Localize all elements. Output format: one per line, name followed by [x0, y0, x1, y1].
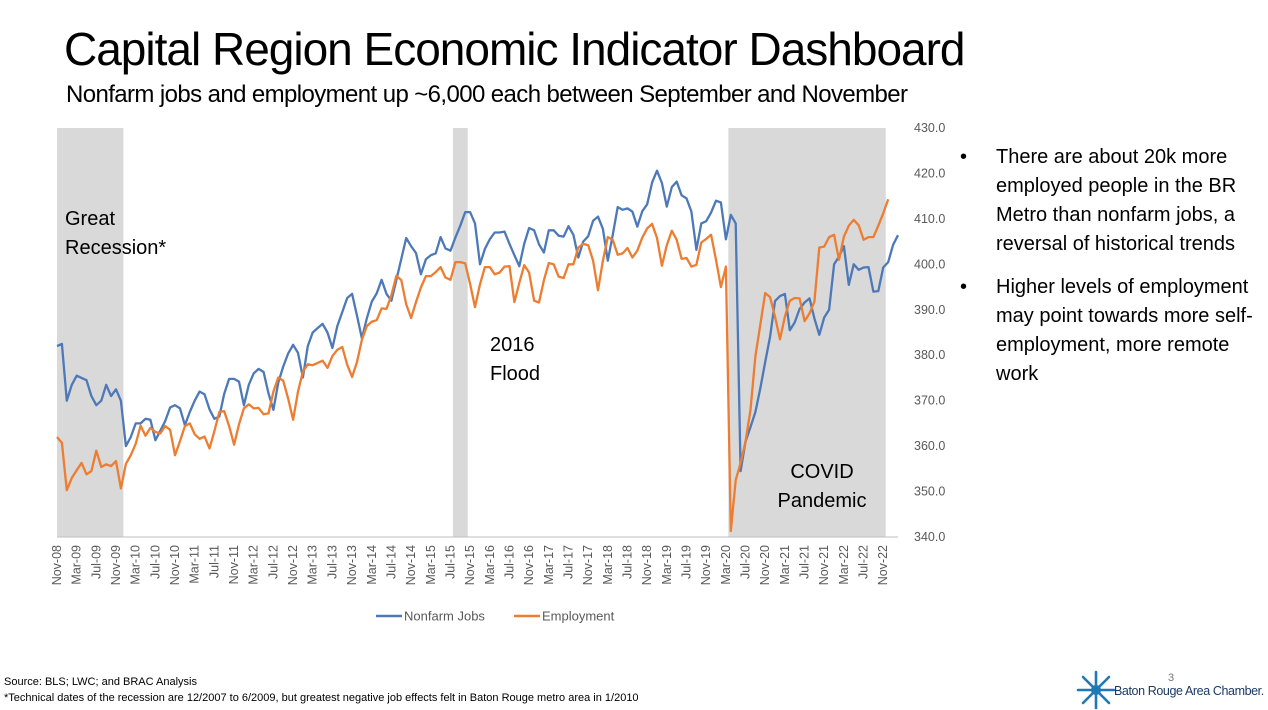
y-tick-label: 430.0: [914, 121, 945, 135]
x-tick-label: Jul-14: [384, 545, 398, 579]
bullet-item: • There are about 20k more employed peop…: [960, 143, 1265, 259]
footnote: *Technical dates of the recession are 12…: [4, 692, 639, 704]
legend-label: Nonfarm Jobs: [404, 609, 485, 624]
x-tick-label: Nov-15: [463, 545, 477, 585]
x-tick-label: Mar-12: [247, 545, 261, 585]
y-tick-label: 380.0: [914, 348, 945, 362]
y-tick-label: 360.0: [914, 439, 945, 453]
x-tick-label: Jul-19: [680, 545, 694, 579]
x-tick-label: Nov-17: [581, 545, 595, 585]
x-tick-label: Jul-18: [621, 545, 635, 579]
y-tick-label: 370.0: [914, 394, 945, 408]
y-tick-label: 350.0: [914, 485, 945, 499]
series-line-employment: [56, 198, 890, 533]
x-tick-label: Jul-16: [502, 545, 516, 579]
shaded-period-0: [57, 128, 124, 537]
y-tick-label: 390.0: [914, 303, 945, 317]
x-tick-label: Mar-19: [660, 545, 674, 585]
brac-logo: Baton Rouge Area Chamber.: [1076, 670, 1266, 710]
legend-label: Employment: [542, 609, 615, 624]
x-tick-label: Jul-22: [857, 545, 871, 579]
x-tick-label: Jul-15: [443, 545, 457, 579]
bullet-icon: •: [960, 276, 968, 298]
x-tick-label: Nov-20: [758, 545, 772, 585]
page-subtitle: Nonfarm jobs and employment up ~6,000 ea…: [66, 81, 908, 108]
x-tick-label: Mar-16: [483, 545, 497, 585]
x-tick-label: Mar-14: [365, 545, 379, 585]
bullet-icon: •: [960, 146, 968, 168]
y-tick-label: 420.0: [914, 166, 945, 180]
x-tick-label: Jul-10: [148, 545, 162, 579]
x-tick-label: Nov-18: [640, 545, 654, 585]
x-tick-label: Nov-14: [404, 545, 418, 585]
page-title: Capital Region Economic Indicator Dashbo…: [64, 23, 966, 75]
x-tick-label: Mar-13: [306, 545, 320, 585]
starburst-logo-icon: [1076, 670, 1116, 710]
x-tick-label: Mar-22: [837, 545, 851, 585]
x-tick-label: Jul-20: [739, 545, 753, 579]
shaded-period-2: [728, 128, 886, 537]
x-tick-label: Nov-08: [50, 545, 64, 585]
x-tick-label: Mar-21: [778, 545, 792, 585]
x-tick-label: Jul-13: [325, 545, 339, 579]
x-tick-label: Mar-09: [70, 545, 84, 585]
bullet-list: • There are about 20k more employed peop…: [960, 143, 1265, 403]
y-tick-label: 400.0: [914, 257, 945, 271]
bullet-text: There are about 20k more employed people…: [996, 146, 1237, 255]
period-label: COVID Pandemic: [778, 461, 867, 512]
x-tick-label: Nov-22: [876, 545, 890, 585]
source-note: Source: BLS; LWC; and BRAC Analysis: [4, 676, 197, 688]
x-tick-label: Mar-18: [601, 545, 615, 585]
x-tick-label: Nov-21: [817, 545, 831, 585]
x-tick-label: Mar-10: [129, 545, 143, 585]
x-tick-label: Jul-17: [561, 545, 575, 579]
y-tick-label: 340.0: [914, 530, 945, 544]
shaded-period-1: [452, 128, 468, 537]
x-tick-label: Jul-09: [89, 545, 103, 579]
logo-text: Baton Rouge Area Chamber.: [1114, 684, 1264, 698]
series-line-nonfarm-jobs: [56, 169, 900, 473]
bullet-item: • Higher levels of employment may point …: [960, 273, 1265, 389]
x-tick-label: Nov-09: [109, 545, 123, 585]
x-tick-label: Jul-21: [798, 545, 812, 579]
x-tick-label: Nov-19: [699, 545, 713, 585]
bullet-text: Higher levels of employment may point to…: [996, 276, 1253, 385]
period-label: 2016 Flood: [490, 334, 540, 385]
x-tick-label: Mar-11: [188, 545, 202, 584]
y-tick-label: 410.0: [914, 212, 945, 226]
x-tick-label: Mar-20: [719, 545, 733, 585]
x-tick-label: Mar-15: [424, 545, 438, 585]
x-tick-label: Jul-12: [266, 545, 280, 579]
x-tick-label: Mar-17: [542, 545, 556, 585]
x-tick-label: Nov-12: [286, 545, 300, 585]
x-tick-label: Nov-13: [345, 545, 359, 585]
page-number: 3: [1168, 672, 1175, 684]
x-tick-label: Nov-11: [227, 545, 241, 584]
x-tick-label: Nov-16: [522, 545, 536, 585]
x-tick-label: Nov-10: [168, 545, 182, 585]
x-tick-label: Jul-11: [207, 545, 221, 578]
period-label: Great Recession*: [65, 208, 166, 259]
line-chart: 340.0 350.0 360.0 370.0 380.0 390.0 400.0 410.0…: [50, 121, 945, 624]
